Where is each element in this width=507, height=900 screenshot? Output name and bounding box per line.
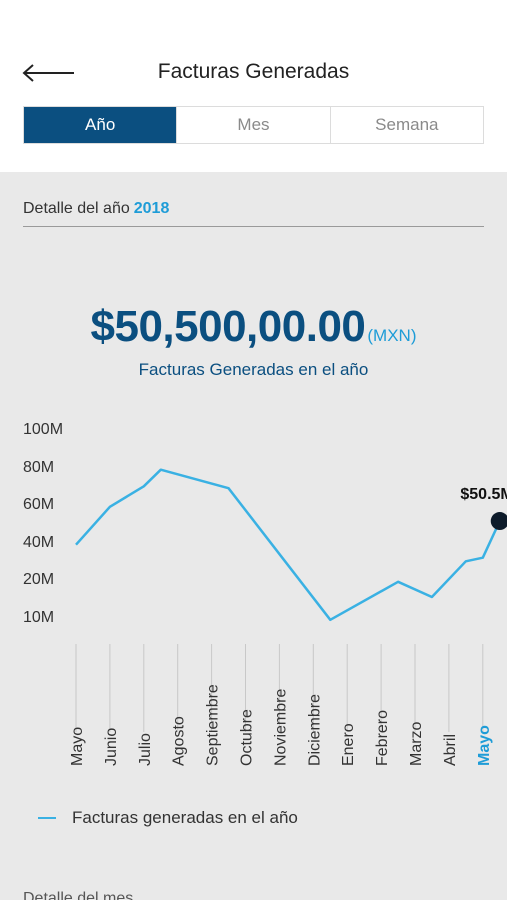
x-tick-label: Julio — [137, 733, 154, 766]
data-point-marker — [490, 512, 507, 531]
data-label: $50.5M — [460, 486, 507, 503]
total-amount: $50,500,00.00 (MXN) — [0, 302, 507, 352]
tab-week[interactable]: Semana — [329, 107, 483, 143]
x-tick-label: Enero — [340, 723, 357, 766]
arrow-left-icon — [22, 64, 74, 82]
legend-swatch — [38, 817, 56, 819]
back-button[interactable] — [20, 58, 76, 88]
total-subtitle: Facturas Generadas en el año — [138, 360, 369, 379]
x-tick-label: Noviembre — [272, 689, 289, 766]
x-tick-label: Junio — [103, 728, 120, 766]
detail-label: Detalle del año — [23, 200, 130, 217]
invoices-line-chart: 10M 20M 40M 60M 80M 100M Mayo Junio Julio Agosto S… — [23, 421, 507, 766]
tab-year[interactable]: Año — [24, 107, 177, 143]
divider — [23, 226, 484, 227]
series-line — [75, 468, 501, 622]
y-tick-label: 40M — [23, 534, 54, 551]
x-tick-label: Abril — [442, 734, 459, 766]
y-tick-label: 10M — [23, 609, 54, 626]
page-title: Facturas Generadas — [157, 60, 350, 83]
amount-currency: (MXN) — [367, 326, 417, 345]
detail-year: 2018 — [133, 200, 170, 217]
header: Facturas Generadas Año Mes Semana — [0, 0, 507, 172]
period-tabs: Año Mes Semana — [23, 106, 484, 144]
x-tick-label: Mayo — [476, 725, 493, 766]
amount-value: $50,500,00.00 — [90, 302, 366, 351]
chart-legend: Facturas generadas en el año — [38, 808, 298, 828]
y-tick-label: 80M — [23, 459, 54, 476]
y-tick-label: 20M — [23, 571, 54, 588]
detail-heading: Detalle del año 2018 — [23, 200, 169, 218]
x-tick-label: Septiembre — [205, 684, 222, 766]
x-tick-label: Agosto — [171, 716, 188, 766]
legend-label: Facturas generadas en el año — [72, 808, 298, 827]
x-tick-label: Marzo — [408, 721, 425, 766]
x-tick-label: Mayo — [69, 727, 86, 766]
x-tick-label: Diciembre — [306, 694, 323, 766]
y-tick-label: 100M — [23, 421, 63, 438]
tab-month[interactable]: Mes — [176, 107, 330, 143]
y-tick-label: 60M — [23, 496, 54, 513]
month-detail-heading-partial: Detalle del mes — [23, 890, 134, 900]
x-tick-label: Octubre — [239, 709, 256, 766]
x-tick-label: Febrero — [374, 710, 391, 766]
